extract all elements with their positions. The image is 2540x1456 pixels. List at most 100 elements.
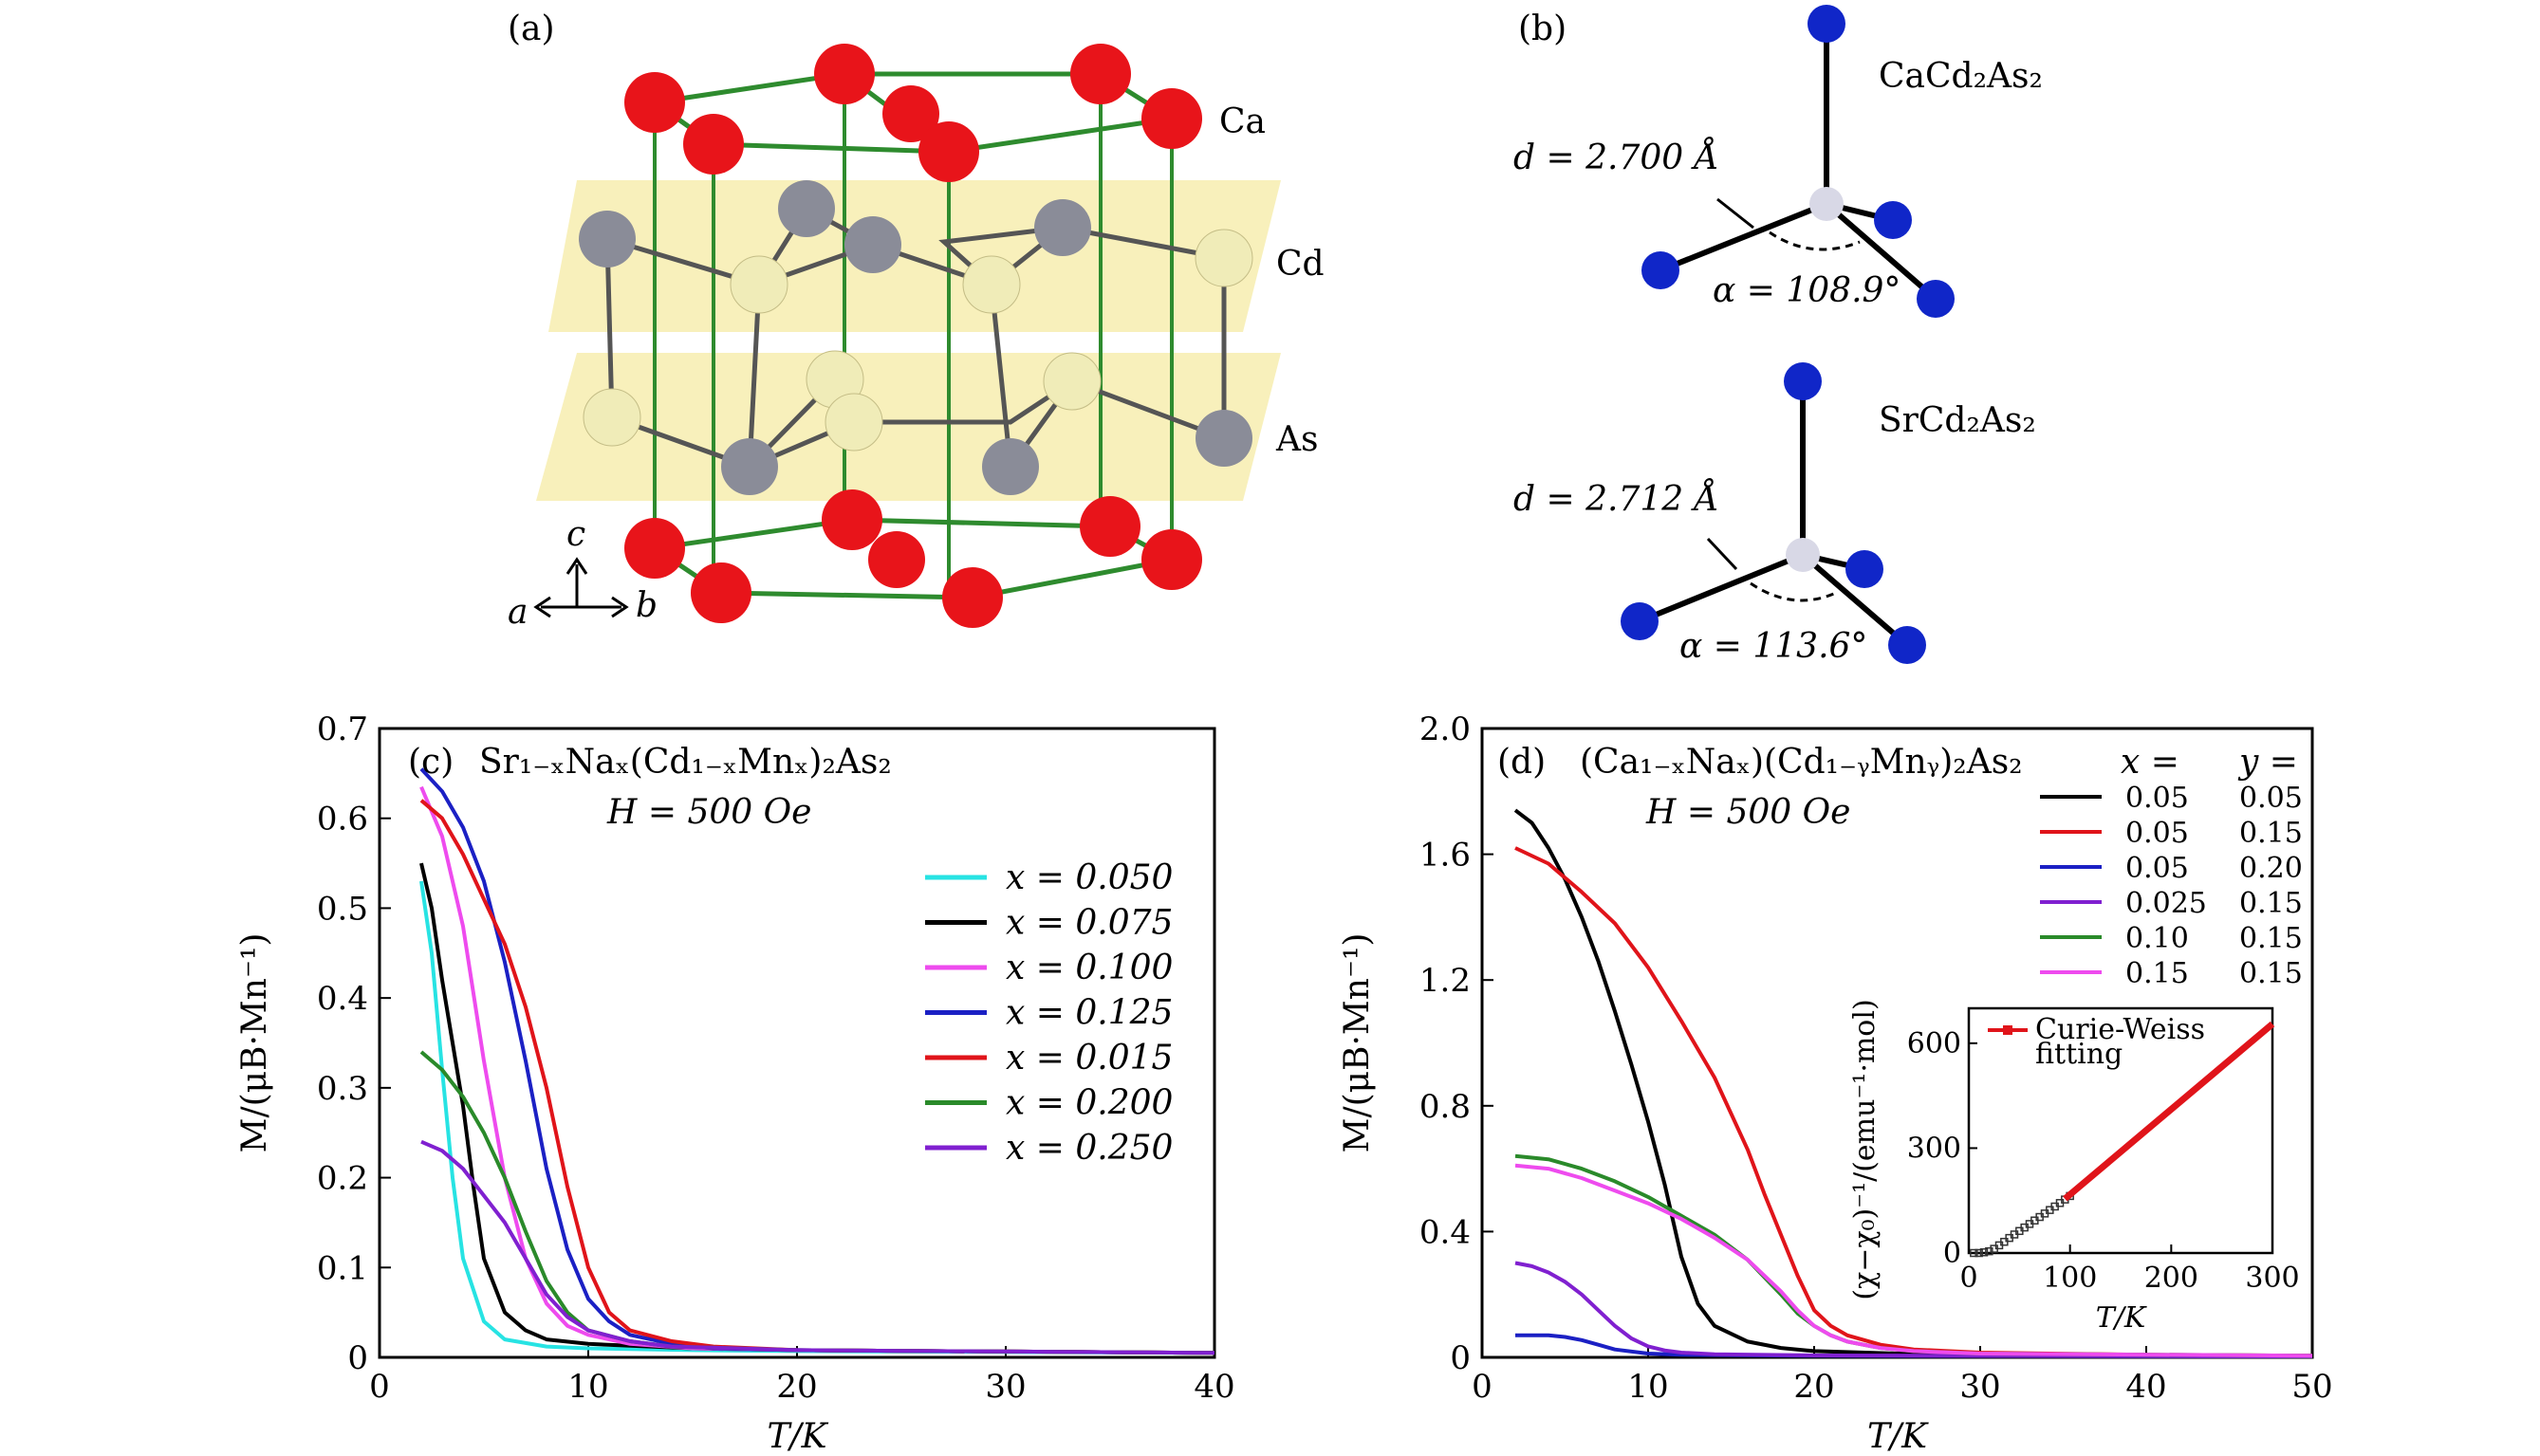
series-line [1514,1163,2313,1358]
legend-y-value: 0.15 [2239,922,2303,955]
legend-y-value: 0.20 [2239,852,2303,885]
cd-label: Cd [1276,245,1325,284]
tetra-bottom-atoms [1621,362,1926,664]
x-tick-label: 10 [1627,1368,1668,1406]
ca-atoms [624,44,1202,628]
y-tick-label: 0.1 [317,1249,368,1287]
x-tick-label: 50 [2291,1368,2332,1406]
legend-x-value: 0.10 [2125,922,2189,955]
chart-c-subtitle: H = 500 Oe [606,793,811,832]
x-tick-label: 40 [1194,1368,1234,1406]
legend-x-value: 0.05 [2125,782,2189,815]
series-line [1514,1261,2313,1358]
x-tick-label: 30 [985,1368,1026,1406]
x-tick-label: 40 [2125,1368,2166,1406]
inset-y-tick-label: 0 [1943,1237,1961,1270]
y-tick-label: 0.4 [317,980,368,1018]
panel-b: (b) CaCd₂As₂ d = 2.700 Å α = 108.9° [1513,5,2043,666]
d-label-bottom: d = 2.712 Å [1513,479,1719,519]
legend-label: x = 0.075 [1006,904,1173,943]
as-label: As [1275,420,1318,459]
inset-x-tick-label: 0 [1959,1262,1977,1295]
x-tick-label: 10 [567,1368,608,1406]
panel-a-label: (a) [508,9,555,48]
legend-label: x = 0.100 [1006,949,1173,987]
legend-y-value: 0.05 [2239,782,2303,815]
cd-plane [548,180,1281,332]
alpha-label-top: α = 108.9° [1713,271,1900,310]
y-tick-label: 0.7 [317,710,368,748]
d-arrow-top [1716,197,1754,230]
legend-y-value: 0.15 [2239,887,2303,920]
legend-x-value: 0.05 [2125,817,2189,850]
legend-y-value: 0.15 [2239,957,2303,990]
chart-d-subtitle: H = 500 Oe [1645,793,1850,832]
legend-label: x = 0.250 [1006,1129,1173,1168]
legend-x-value: 0.15 [2125,957,2189,990]
alpha-label-bottom: α = 113.6° [1679,627,1867,666]
y-tick-label: 1.6 [1419,837,1471,875]
inset-y-tick-label: 600 [1907,1027,1961,1060]
chart-c: 0 10 20 30 40 0 0.1 0.2 0.3 0.4 0.5 0.6 0.7 T/K M/(μB·… [235,710,1235,1456]
panel-b-label: (b) [1518,9,1567,48]
x-axis-label: T/K [767,1417,828,1456]
y-tick-label: 0.4 [1419,1213,1471,1251]
inset-frame [1967,1006,2274,1255]
y-tick-label: 0.5 [317,890,368,928]
inset-data-point [1975,1248,1983,1258]
chart-d-title: (Ca₁₋ₓNaₓ)(Cd₁₋ᵧMnᵧ)₂As₂ [1580,743,2023,782]
x-tick-label: 20 [1793,1368,1834,1406]
compound-top: CaCd₂As₂ [1879,57,2043,96]
y-tick-label: 0.3 [317,1070,368,1108]
series-line [420,1139,1215,1355]
inset-data-point [1985,1246,1993,1256]
inset-data-point [1970,1248,1978,1258]
inset-legend-marker [2003,1025,2012,1035]
panel-c-label: (c) [408,743,454,782]
chart-d: 0 10 20 30 40 50 0 0.4 0.8 1.2 1.6 2.0 T/K M/(μB·Mn⁻¹… [1338,710,2333,1456]
legend-label: x = 0.125 [1006,994,1173,1033]
x-axis-label: T/K [1867,1417,1929,1456]
inset-fit-line [2063,1021,2275,1202]
y-axis-label: M/(μB·Mn⁻¹) [1338,933,1377,1153]
cd-atoms [583,229,1253,452]
y-axis-label: M/(μB·Mn⁻¹) [235,933,274,1153]
ca-label: Ca [1219,102,1266,141]
legend-label: x = 0.015 [1006,1039,1173,1078]
legend-y-value: 0.15 [2239,817,2303,850]
inset-x-tick-label: 100 [2043,1262,2097,1295]
axis-a-label: a [508,593,528,632]
series-line [419,799,1215,1355]
y-tick-label: 2.0 [1419,710,1471,748]
compound-bottom: SrCd₂As₂ [1879,401,2036,440]
y-tick-label: 0 [1450,1339,1471,1377]
y-tick-label: 0.8 [1419,1088,1471,1126]
legend-label: x = 0.050 [1006,858,1173,897]
panel-a: (a) [508,9,1325,632]
legend-label: x = 0.200 [1006,1084,1173,1123]
legend-x-value: 0.05 [2125,852,2189,885]
tetra-top-atoms [1641,5,1955,318]
x-tick-label: 0 [1472,1368,1492,1406]
y-tick-label: 0.2 [317,1160,368,1198]
inset-y-tick-label: 300 [1907,1132,1961,1165]
legend-header-y: y = [2237,743,2298,782]
angle-arc-bottom [1750,581,1837,602]
legend-header-x: x = [2121,743,2179,782]
inset-x-tick-label: 300 [2245,1262,2299,1295]
y-tick-label: 0 [347,1339,368,1377]
x-tick-label: 30 [1959,1368,2000,1406]
inset-y-label: (χ−χ₀)⁻¹/(emu⁻¹·mol) [1848,999,1882,1299]
as-atoms [579,180,1252,495]
legend-x-value: 0.025 [2125,887,2207,920]
inset-x-label: T/K [2096,1301,2147,1335]
inset-data-point [1979,1248,1989,1257]
d-arrow-bottom [1706,537,1738,571]
x-tick-label: 0 [369,1368,390,1406]
axes-indicator [533,557,629,618]
d-label-top: d = 2.700 Å [1513,138,1719,177]
y-tick-label: 1.2 [1419,962,1471,1000]
inset-legend-label-1: Curie-Weiss [2035,1013,2205,1046]
chart-c-title: Sr₁₋ₓNaₓ(Cd₁₋ₓMnₓ)₂As₂ [479,743,892,782]
